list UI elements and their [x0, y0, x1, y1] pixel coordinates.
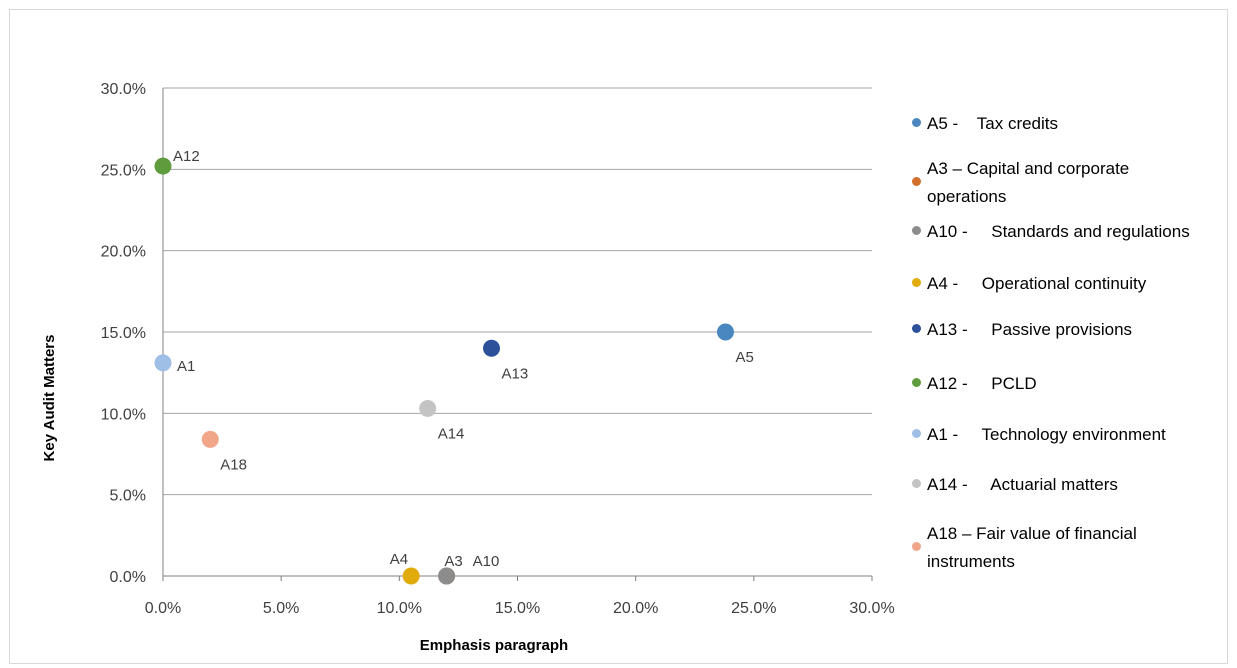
- x-tick-label: 5.0%: [263, 600, 299, 617]
- point-a10: [438, 567, 456, 585]
- legend-label: A13 - Passive provisions: [927, 320, 1133, 339]
- x-tick-label: 10.0%: [377, 600, 422, 617]
- legend-swatch: [912, 429, 921, 438]
- x-tick-label: 30.0%: [849, 600, 894, 617]
- point-a13: [483, 339, 501, 357]
- legend-label: A4 - Operational continuity: [927, 274, 1147, 293]
- point-label-a12: A12: [173, 148, 200, 165]
- legend-label: A3 – Capital and corporate operations: [927, 159, 1130, 206]
- legend-swatch: [912, 378, 921, 387]
- legend-item-a14: A14 - Actuarial matters: [912, 471, 1118, 499]
- legend-label: A18 – Fair value of financial instrument…: [927, 524, 1137, 571]
- y-tick-label: 25.0%: [101, 162, 146, 179]
- point-label-a5: A5: [735, 349, 753, 366]
- y-tick-label: 10.0%: [101, 406, 146, 423]
- legend-item-a1: A1 - Technology environment: [912, 421, 1166, 449]
- point-labels: A5 A3 A10 A4 A13 A12 A1 A14 A18: [173, 148, 754, 570]
- legend-swatch: [912, 226, 921, 235]
- point-a1: [154, 354, 172, 372]
- legend-item-a18: A18 – Fair value of financial instrument…: [912, 520, 1137, 576]
- legend-swatch: [912, 278, 921, 287]
- legend-swatch: [912, 118, 921, 127]
- y-tick-label: 30.0%: [101, 81, 146, 98]
- point-a14: [419, 399, 437, 417]
- legend-label: A1 - Technology environment: [927, 425, 1166, 444]
- y-axis-title: Key Audit Matters: [41, 335, 58, 462]
- y-tick-label: 20.0%: [101, 244, 146, 261]
- point-label-a13: A13: [502, 365, 529, 382]
- y-axis-ticks: 0.0% 5.0% 10.0% 15.0% 20.0% 25.0% 30.0%: [101, 81, 146, 586]
- x-axis-title: Emphasis paragraph: [420, 637, 568, 654]
- y-tick-label: 0.0%: [110, 569, 146, 586]
- point-label-a18: A18: [220, 456, 247, 473]
- y-tick-label: 5.0%: [110, 488, 146, 505]
- point-label-a4: A4: [390, 551, 408, 568]
- legend-label: A12 - PCLD: [927, 374, 1037, 393]
- point-a5: [716, 323, 734, 341]
- legend-item-a3: A3 – Capital and corporate operations: [912, 155, 1129, 211]
- legend-label: A5 - Tax credits: [927, 114, 1059, 133]
- point-a4: [402, 567, 420, 585]
- legend-swatch: [912, 479, 921, 488]
- legend-swatch: [912, 542, 921, 551]
- legend-item-a4: A4 - Operational continuity: [912, 270, 1146, 298]
- legend-item-a13: A13 - Passive provisions: [912, 316, 1132, 344]
- gridlines: [162, 87, 872, 577]
- x-tick-label: 0.0%: [145, 600, 181, 617]
- legend-item-a12: A12 - PCLD: [912, 370, 1037, 398]
- legend-item-a10: A10 - Standards and regulations: [912, 218, 1190, 246]
- legend-label: A14 - Actuarial matters: [927, 475, 1118, 494]
- legend-item-a5: A5 - Tax credits: [912, 110, 1058, 138]
- point-a12: [154, 157, 172, 175]
- x-tick-label: 25.0%: [731, 600, 776, 617]
- x-tick-label: 20.0%: [613, 600, 658, 617]
- point-a18: [201, 430, 219, 448]
- y-tick-label: 15.0%: [101, 325, 146, 342]
- legend-label: A10 - Standards and regulations: [927, 222, 1190, 241]
- data-points: [154, 157, 734, 585]
- point-label-a10: A10: [473, 553, 500, 570]
- legend-swatch: [912, 324, 921, 333]
- point-label-a1: A1: [177, 358, 195, 375]
- chart-frame: [9, 9, 1228, 664]
- point-label-a14: A14: [438, 425, 465, 442]
- point-label-a3: A3: [444, 553, 462, 570]
- x-axis-ticks: 0.0% 5.0% 10.0% 15.0% 20.0% 25.0% 30.0%: [145, 576, 895, 617]
- legend-swatch: [912, 177, 921, 186]
- x-tick-label: 15.0%: [495, 600, 540, 617]
